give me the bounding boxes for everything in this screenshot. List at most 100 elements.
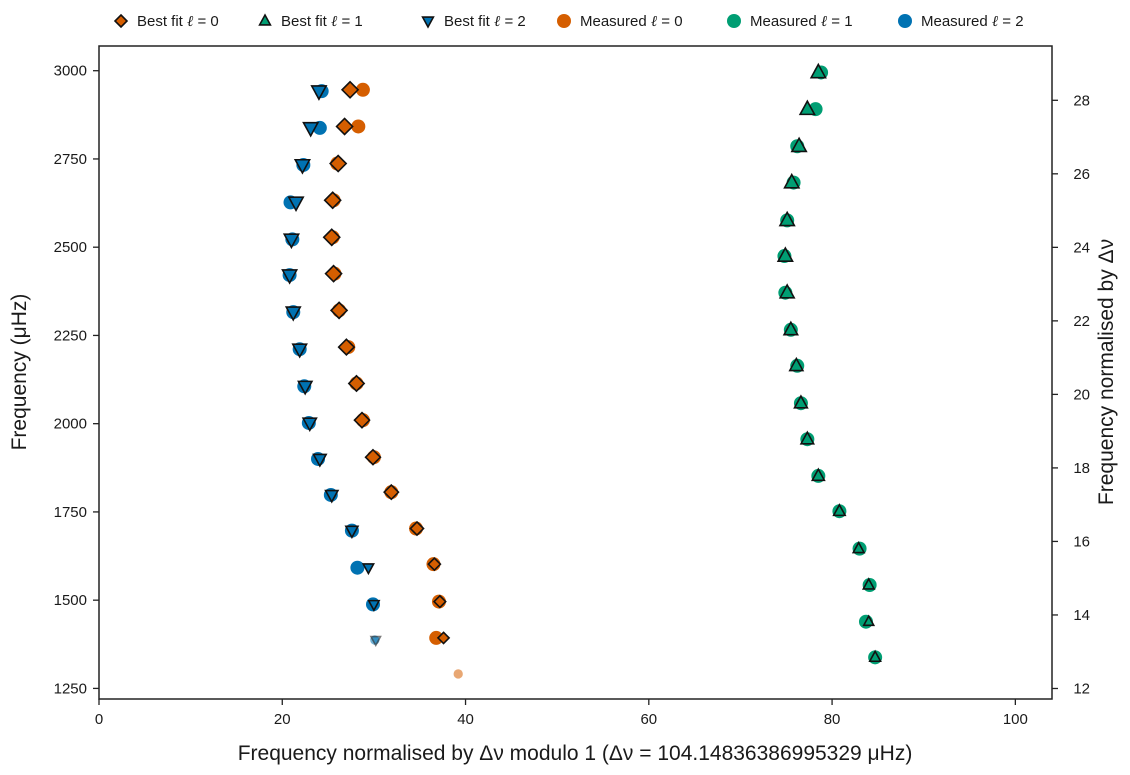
data-point xyxy=(810,467,826,482)
legend-label: Measured ℓ = 1 xyxy=(750,12,853,30)
legend-item: Best fit ℓ = 0 xyxy=(113,12,219,30)
y-tick-label: 2250 xyxy=(54,327,87,344)
y-right-tick-label: 16 xyxy=(1073,533,1090,550)
data-marks xyxy=(281,62,883,679)
data-point xyxy=(322,228,341,247)
data-point xyxy=(293,158,311,175)
data-point xyxy=(432,594,447,609)
legend-marker xyxy=(113,13,129,29)
data-point xyxy=(788,356,805,372)
legend-item: Best fit ℓ = 2 xyxy=(421,12,526,30)
data-point xyxy=(868,649,882,663)
data-point xyxy=(409,520,425,537)
y-axis-right-title: Frequency normalised by Δν xyxy=(1095,239,1118,505)
x-axis-title: Frequency normalised by Δν modulo 1 (Δν … xyxy=(238,742,913,765)
legend-item: Measured ℓ = 1 xyxy=(727,12,853,30)
legend-marker xyxy=(727,14,741,28)
y-right-tick-label: 22 xyxy=(1073,313,1090,330)
y-tick-label: 2000 xyxy=(54,416,87,433)
plot-frame xyxy=(98,45,1053,700)
legend-marker xyxy=(258,13,272,26)
legend-label: Measured ℓ = 2 xyxy=(921,12,1024,30)
legend-marker xyxy=(898,14,912,28)
y-right-tick-label: 18 xyxy=(1073,460,1090,477)
data-point xyxy=(282,233,300,250)
y-right-tick-label: 14 xyxy=(1073,607,1090,624)
y-right-tick-label: 12 xyxy=(1073,680,1090,697)
legend-item: Measured ℓ = 2 xyxy=(898,12,1024,30)
x-tick-label: 40 xyxy=(457,711,474,728)
data-point xyxy=(778,283,796,299)
data-point xyxy=(323,191,342,210)
data-point xyxy=(799,430,815,445)
data-point xyxy=(793,394,809,409)
data-point xyxy=(367,599,381,612)
data-point xyxy=(798,99,816,116)
data-point xyxy=(344,525,360,540)
legend-item: Measured ℓ = 0 xyxy=(557,12,683,30)
data-point xyxy=(291,343,308,359)
data-point xyxy=(369,635,382,648)
legend-marker xyxy=(421,16,435,29)
data-point xyxy=(809,62,827,79)
y-right-tick-label: 24 xyxy=(1073,239,1090,256)
y-tick-label: 1250 xyxy=(54,680,87,697)
data-point xyxy=(353,411,371,429)
series-triangle-down-0072b2 xyxy=(281,85,382,648)
x-tick-label: 60 xyxy=(640,711,657,728)
data-point xyxy=(302,121,320,138)
data-point xyxy=(427,557,442,572)
legend: Best fit ℓ = 0 Best fit ℓ = 1 Best fit ℓ =… xyxy=(113,12,1024,30)
y-right-tick-label: 20 xyxy=(1073,386,1090,403)
x-tick-label: 20 xyxy=(274,711,291,728)
series-circle-0072b2 xyxy=(282,84,380,645)
x-tick-label: 80 xyxy=(824,711,841,728)
series-diamond-d55e00 xyxy=(322,80,451,645)
data-point xyxy=(383,483,400,501)
data-point xyxy=(310,85,328,101)
data-point xyxy=(778,210,796,227)
y-tick-label: 1750 xyxy=(54,504,87,521)
data-point xyxy=(351,119,366,134)
data-point xyxy=(335,117,354,136)
data-point xyxy=(324,489,340,504)
legend-label: Best fit ℓ = 2 xyxy=(444,12,526,30)
data-point xyxy=(340,80,360,99)
legend-label: Best fit ℓ = 1 xyxy=(281,12,363,30)
y-axis-title: Frequency (μHz) xyxy=(8,294,31,451)
data-point xyxy=(782,320,799,336)
data-point xyxy=(862,614,876,627)
data-point xyxy=(851,540,866,554)
data-point xyxy=(329,301,349,320)
data-point xyxy=(355,82,370,97)
y-right-tick-label: 26 xyxy=(1073,166,1090,183)
data-point xyxy=(347,374,366,393)
data-point xyxy=(284,306,302,322)
series-circle-d55e00 xyxy=(325,82,463,679)
y-tick-label: 2750 xyxy=(54,151,87,168)
data-point xyxy=(337,338,356,356)
data-point xyxy=(312,453,328,468)
data-point xyxy=(329,154,348,173)
axes: 0 20 40 60 80 100 1250 1500 1750 2000 2250 2500 2750… xyxy=(54,63,1090,728)
y-tick-label: 2500 xyxy=(54,239,87,256)
data-point xyxy=(350,560,365,575)
data-point xyxy=(790,136,808,153)
y-tick-label: 1500 xyxy=(54,592,87,609)
data-point xyxy=(361,563,375,576)
data-point xyxy=(324,264,343,283)
data-point xyxy=(429,630,444,645)
data-point xyxy=(783,172,801,189)
legend-item: Best fit ℓ = 1 xyxy=(258,12,363,30)
legend-label: Measured ℓ = 0 xyxy=(580,12,683,30)
data-point xyxy=(287,196,305,213)
x-tick-label: 0 xyxy=(95,711,103,728)
data-point xyxy=(436,631,451,645)
series-triangle-up-009e73 xyxy=(776,62,882,663)
data-point xyxy=(301,417,318,433)
x-tick-label: 100 xyxy=(1003,711,1028,728)
legend-marker xyxy=(557,14,571,28)
data-point xyxy=(776,246,794,263)
data-point xyxy=(364,448,382,466)
